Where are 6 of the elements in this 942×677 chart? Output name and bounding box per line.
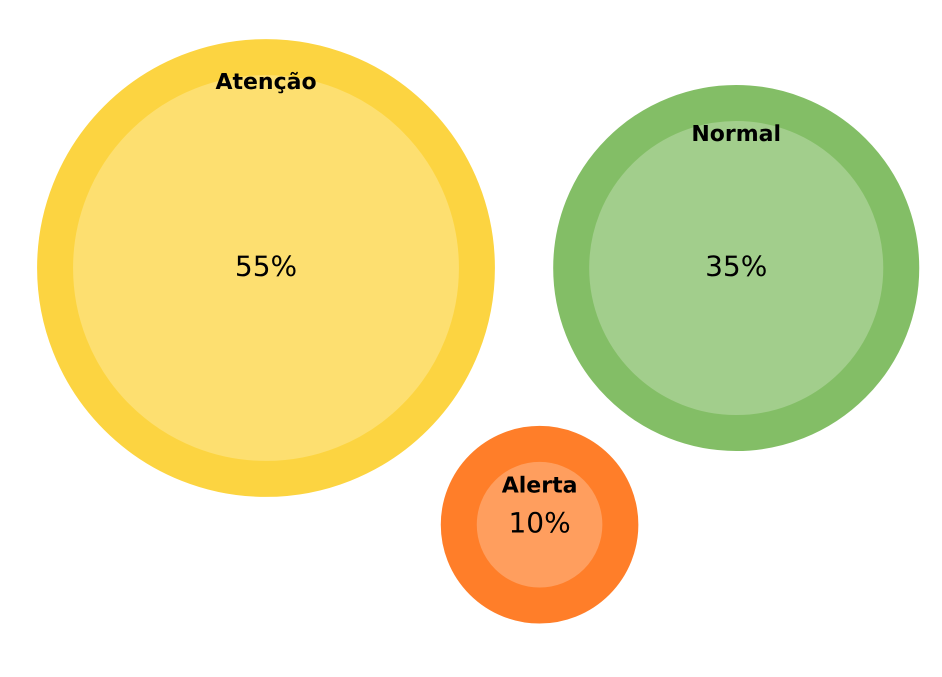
data-label: 35% (705, 250, 768, 283)
category-label: Alerta (502, 474, 578, 499)
category-label: Atenção (215, 70, 317, 95)
category-label: Normal (691, 122, 782, 147)
data-label: 10% (508, 506, 571, 540)
data-label: 55% (234, 250, 298, 283)
